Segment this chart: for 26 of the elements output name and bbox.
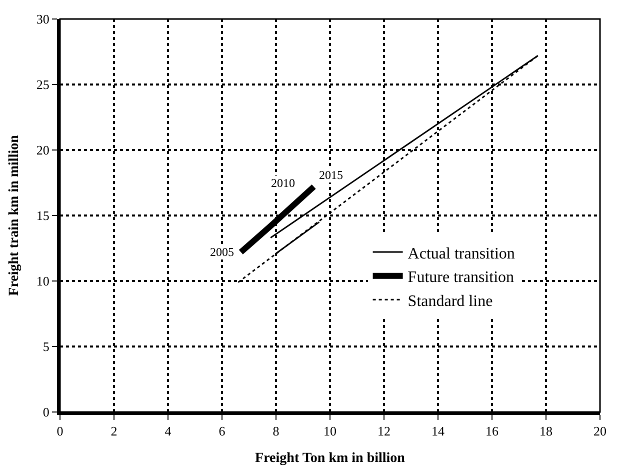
y-tick-label: 25 xyxy=(36,77,50,92)
x-tick-label: 16 xyxy=(486,424,499,439)
y-tick-label: 30 xyxy=(36,12,50,27)
legend-label: Future transition xyxy=(408,269,514,286)
y-tick-label: 20 xyxy=(36,142,50,158)
x-tick-label: 20 xyxy=(594,424,606,439)
x-tick-label: 2 xyxy=(110,424,118,439)
x-tick-label: 10 xyxy=(324,424,336,439)
y-axis-title: Freight train km in million xyxy=(7,134,22,296)
y-tick-label: 5 xyxy=(42,339,50,354)
x-tick-label: 8 xyxy=(272,424,280,439)
x-tick-label: 6 xyxy=(218,424,226,439)
y-tick-label: 15 xyxy=(36,208,50,224)
x-tick-label: 4 xyxy=(164,424,172,439)
y-tick-label: 0 xyxy=(42,404,50,420)
x-tick-label: 18 xyxy=(540,424,552,439)
annotation: 2005 xyxy=(210,245,234,259)
x-axis-title: Freight Ton km in billion xyxy=(255,450,406,466)
legend-label: Actual transition xyxy=(408,245,515,262)
y-tick-label: 10 xyxy=(36,274,50,289)
x-tick-label: 0 xyxy=(56,424,64,439)
x-tick-label: 12 xyxy=(378,424,390,439)
annotation: 2015 xyxy=(319,168,343,182)
annotation: 2010 xyxy=(271,176,295,190)
legend-label: Standard line xyxy=(408,292,493,310)
x-tick-label: 14 xyxy=(432,424,445,439)
